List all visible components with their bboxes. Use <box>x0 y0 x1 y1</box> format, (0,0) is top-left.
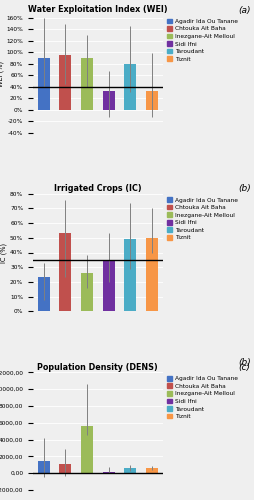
Bar <box>38 278 50 312</box>
Text: (a): (a) <box>238 6 251 15</box>
Bar <box>59 234 71 312</box>
Bar <box>103 260 115 312</box>
Legend: Agadir Ida Ou Tanane, Chtouka Ait Baha, Inezgane-Ait Melloul, Sidi Ifni, Tarouda: Agadir Ida Ou Tanane, Chtouka Ait Baha, … <box>167 376 238 420</box>
Bar <box>59 464 71 473</box>
Text: (b): (b) <box>238 358 251 368</box>
Title: Irrigated Crops (IC): Irrigated Crops (IC) <box>54 184 141 193</box>
Bar <box>124 240 136 312</box>
Bar <box>124 64 136 110</box>
Bar <box>59 55 71 110</box>
Bar <box>146 468 158 473</box>
Bar <box>146 238 158 312</box>
Bar <box>38 460 50 473</box>
Bar <box>38 58 50 110</box>
Bar <box>103 90 115 110</box>
Legend: Agadir Ida Ou Tanane, Chtouka Ait Baha, Inezgane-Ait Melloul, Sidi Ifni, Tarouda: Agadir Ida Ou Tanane, Chtouka Ait Baha, … <box>167 196 238 241</box>
Bar <box>124 468 136 473</box>
Bar <box>81 273 93 312</box>
Text: (b): (b) <box>238 184 251 194</box>
Bar <box>146 90 158 110</box>
Text: (c): (c) <box>239 363 251 372</box>
Bar <box>103 472 115 473</box>
Y-axis label: IC (%): IC (%) <box>1 242 7 262</box>
Bar <box>81 58 93 110</box>
Title: Water Exploitation Index (WEI): Water Exploitation Index (WEI) <box>28 5 168 14</box>
Y-axis label: WEI (%): WEI (%) <box>0 60 4 87</box>
Title: Population Density (DENS): Population Density (DENS) <box>37 362 158 372</box>
Legend: Agadir Ida Ou Tanane, Chtouka Ait Baha, Inezgane-Ait Melloul, Sidi Ifni, Tarouda: Agadir Ida Ou Tanane, Chtouka Ait Baha, … <box>167 18 238 62</box>
Bar <box>81 426 93 473</box>
